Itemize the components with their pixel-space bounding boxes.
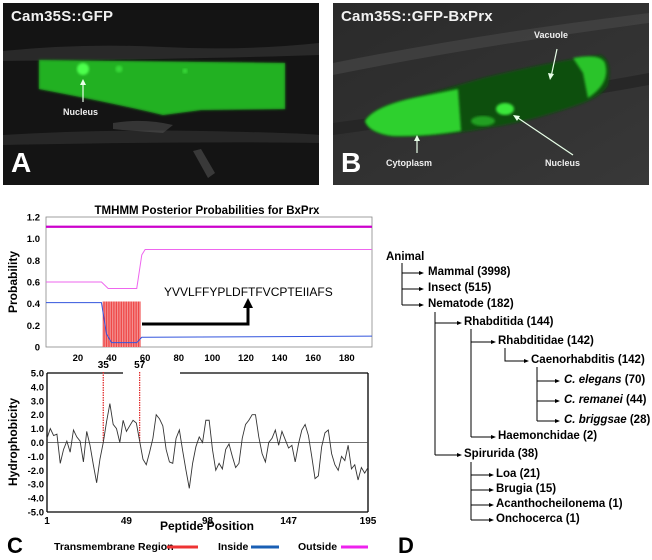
- gfp-cell-image-a: [3, 3, 319, 185]
- vacuole-label: Vacuole: [534, 30, 569, 40]
- svg-text:-5.0: -5.0: [28, 508, 44, 519]
- panel-letter-d: D: [398, 533, 414, 558]
- hydrophobicity-line: [46, 403, 369, 489]
- nucleus-label-b: Nucleus: [545, 158, 581, 168]
- probability-y-ticks: 0 0.2 0.4 0.6 0.8 1.0 1.2: [27, 213, 41, 354]
- svg-text:195: 195: [360, 516, 377, 527]
- svg-text:98: 98: [202, 516, 214, 527]
- svg-text:120: 120: [238, 353, 254, 364]
- panel-letter-a: A: [11, 147, 32, 178]
- legend: Transmembrane Region Inside Outside: [54, 541, 368, 553]
- svg-text:1.0: 1.0: [27, 234, 40, 245]
- tree-node-c-briggsae: C. briggsae (28): [564, 414, 651, 426]
- micrograph-panel-b: Cam35S::GFP-BxPrx Vacuole Cytoplasm Nucl…: [333, 3, 649, 185]
- svg-text:57: 57: [134, 360, 146, 371]
- tree-node-haemonchidae: Haemonchidae (2): [498, 430, 598, 442]
- peptide-axis-label: Peptide Position: [160, 519, 254, 533]
- svg-text:0.0: 0.0: [31, 438, 44, 449]
- tree-node-caenorhabditis: Caenorhabditis (142): [531, 354, 645, 366]
- panel-b-title: Cam35S::GFP-BxPrx: [341, 8, 493, 25]
- svg-text:1.0: 1.0: [31, 424, 44, 435]
- svg-text:160: 160: [305, 353, 321, 364]
- svg-text:0.8: 0.8: [27, 256, 40, 267]
- svg-text:2.0: 2.0: [31, 410, 44, 421]
- svg-text:-2.0: -2.0: [28, 466, 44, 477]
- svg-text:35: 35: [98, 360, 110, 371]
- hydrophobicity-y-ticks: 5.0 4.0 3.0 2.0 1.0 0.0 -1.0 -2.0 -3.0 -4.0 -5.0: [28, 369, 44, 519]
- hydrophobicity-axis-label: Hydrophobicity: [6, 398, 20, 486]
- probability-lines: [46, 225, 373, 344]
- peptide-x-ticks: 1 49 98 147 195: [44, 516, 377, 527]
- transmembrane-bars: [102, 301, 141, 347]
- tree-node-insect: Insect (515): [428, 282, 492, 294]
- svg-text:-4.0: -4.0: [28, 494, 44, 505]
- tmhmm-plot: 0 0.2 0.4 0.6 0.8 1.0 1.2 20 40 60 80 100 120 140 160…: [27, 213, 373, 364]
- sequence-annotation: YVVLFFYPLDFTFVCPTEIIAFS: [164, 285, 333, 299]
- hydrophobicity-plot: 5.0 4.0 3.0 2.0 1.0 0.0 -1.0 -2.0 -3.0 -4.0 -5.0 1…: [28, 360, 377, 527]
- svg-text:-1.0: -1.0: [28, 452, 44, 463]
- svg-text:140: 140: [272, 353, 288, 364]
- panel-a-title: Cam35S::GFP: [11, 8, 114, 25]
- taxonomy-tree: Animal Mammal (3998) Insect (515) Nemato…: [380, 245, 652, 545]
- micrograph-panel-a: Cam35S::GFP Nucleus A: [3, 3, 319, 185]
- tree-node-c-elegans: C. elegans (70): [564, 374, 646, 386]
- tree-node-mammal: Mammal (3998): [428, 266, 511, 278]
- svg-text:0: 0: [35, 343, 40, 354]
- svg-text:1: 1: [44, 516, 50, 527]
- tree-node-loa: Loa (21): [496, 468, 541, 480]
- svg-text:40: 40: [106, 353, 117, 364]
- tmhmm-title: TMHMM Posterior Probabilities for BxPrx: [95, 205, 321, 217]
- tree-node-nematode: Nematode (182): [428, 298, 514, 310]
- svg-text:80: 80: [173, 353, 184, 364]
- svg-text:60: 60: [140, 353, 151, 364]
- tree-node-acanthocheilonema: Acanthocheilonema (1): [496, 498, 623, 510]
- svg-text:20: 20: [73, 353, 84, 364]
- legend-transmembrane-label: Transmembrane Region: [54, 541, 174, 553]
- tree-node-spirurida: Spirurida (38): [464, 448, 539, 460]
- svg-text:49: 49: [121, 516, 133, 527]
- legend-inside-label: Inside: [218, 541, 249, 553]
- probability-x-ticks: 20 40 60 80 100 120 140 160 180: [73, 353, 355, 364]
- svg-text:1.2: 1.2: [27, 213, 40, 224]
- svg-text:0.6: 0.6: [27, 278, 40, 289]
- svg-text:5.0: 5.0: [31, 369, 44, 380]
- panel-c-charts: TMHMM Posterior Probabilities for BxPrx …: [6, 205, 377, 553]
- panel-letter-b: B: [341, 147, 362, 178]
- svg-text:0.4: 0.4: [27, 299, 41, 310]
- tree-node-rhabditidae: Rhabditidae (142): [498, 335, 594, 347]
- tree-node-onchocerca: Onchocerca (1): [496, 513, 580, 525]
- legend-outside-label: Outside: [298, 541, 337, 553]
- gfp-cell-image-b: [333, 3, 649, 185]
- tree-node-rhabditida: Rhabditida (144): [464, 316, 554, 328]
- taxonomy-tree-lines: [401, 263, 560, 522]
- tree-node-c-remanei: C. remanei (44): [564, 394, 647, 406]
- svg-text:147: 147: [280, 516, 297, 527]
- svg-text:4.0: 4.0: [31, 382, 44, 393]
- panel-letter-c: C: [7, 533, 23, 558]
- svg-text:100: 100: [204, 353, 220, 364]
- svg-text:3.0: 3.0: [31, 396, 44, 407]
- svg-text:-3.0: -3.0: [28, 480, 44, 491]
- svg-text:0.2: 0.2: [27, 321, 40, 332]
- tree-root: Animal: [386, 251, 425, 263]
- nucleus-label-a: Nucleus: [63, 107, 99, 117]
- transmembrane-markers: 35 57: [98, 360, 146, 443]
- tree-node-brugia: Brugia (15): [496, 483, 557, 495]
- svg-text:180: 180: [339, 353, 355, 364]
- cytoplasm-label: Cytoplasm: [386, 158, 433, 168]
- annotation-arrow: [142, 306, 250, 326]
- probability-axis-label: Probability: [6, 251, 20, 313]
